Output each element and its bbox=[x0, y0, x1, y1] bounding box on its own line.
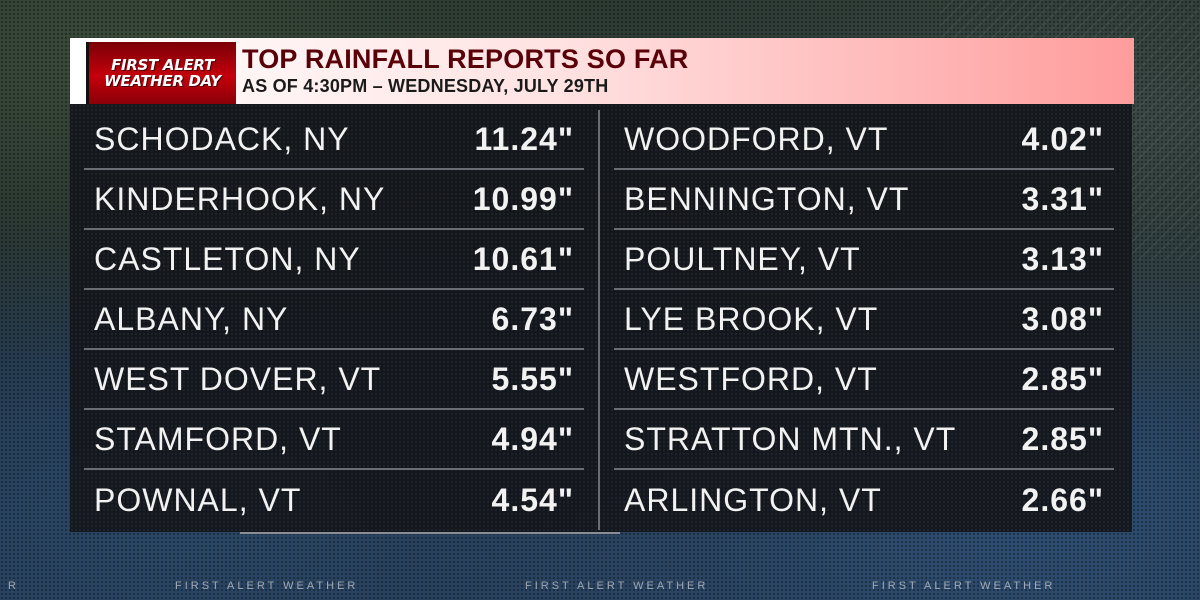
report-row: KINDERHOOK, NY 10.99" bbox=[84, 170, 584, 230]
ticker-item: R bbox=[8, 580, 19, 592]
report-amount: 2.85" bbox=[1021, 420, 1104, 457]
report-location: WEST DOVER, VT bbox=[94, 360, 382, 397]
report-amount: 3.13" bbox=[1021, 240, 1104, 277]
report-row: STRATTON MTN., VT 2.85" bbox=[614, 410, 1114, 470]
report-location: STAMFORD, VT bbox=[94, 420, 342, 457]
page-title: TOP RAINFALL REPORTS SO FAR bbox=[242, 44, 689, 74]
badge-line-weather-day: WEATHER DAY bbox=[104, 72, 221, 90]
report-row: BENNINGTON, VT 3.31" bbox=[614, 170, 1114, 230]
report-amount: 5.55" bbox=[491, 360, 574, 397]
report-amount: 4.02" bbox=[1021, 120, 1104, 157]
report-amount: 3.08" bbox=[1021, 300, 1104, 337]
report-row: WEST DOVER, VT 5.55" bbox=[84, 350, 584, 410]
report-amount: 3.31" bbox=[1021, 180, 1104, 217]
report-location: LYE BROOK, VT bbox=[624, 300, 879, 337]
report-row: STAMFORD, VT 4.94" bbox=[84, 410, 584, 470]
report-location: ALBANY, NY bbox=[94, 300, 289, 337]
report-row: POULTNEY, VT 3.13" bbox=[614, 230, 1114, 290]
report-row: LYE BROOK, VT 3.08" bbox=[614, 290, 1114, 350]
ticker-item: FIRST ALERT WEATHER bbox=[872, 580, 1056, 592]
ticker-item: FIRST ALERT WEATHER bbox=[525, 580, 709, 592]
report-location: ARLINGTON, VT bbox=[624, 481, 882, 518]
report-location: WOODFORD, VT bbox=[624, 120, 889, 157]
report-amount: 2.85" bbox=[1021, 360, 1104, 397]
report-amount: 10.61" bbox=[472, 240, 574, 277]
ticker-bar: R FIRST ALERT WEATHER FIRST ALERT WEATHE… bbox=[0, 580, 1200, 594]
report-location: SCHODACK, NY bbox=[94, 120, 350, 157]
report-row: SCHODACK, NY 11.24" bbox=[84, 110, 584, 170]
report-location: STRATTON MTN., VT bbox=[624, 420, 957, 457]
report-row: WOODFORD, VT 4.02" bbox=[614, 110, 1114, 170]
report-row: CASTLETON, NY 10.61" bbox=[84, 230, 584, 290]
report-location: POULTNEY, VT bbox=[624, 240, 861, 277]
graphic-header: FIRST ALERT WEATHER DAY TOP RAINFALL REP… bbox=[70, 38, 1134, 104]
bracket-icon bbox=[74, 44, 84, 100]
first-alert-badge: FIRST ALERT WEATHER DAY bbox=[86, 42, 236, 104]
page-subtitle: AS OF 4:30PM – WEDNESDAY, JULY 29TH bbox=[242, 76, 609, 96]
ticker-item: FIRST ALERT WEATHER bbox=[175, 580, 359, 592]
report-row: ALBANY, NY 6.73" bbox=[84, 290, 584, 350]
report-amount: 11.24" bbox=[474, 120, 574, 157]
report-location: BENNINGTON, VT bbox=[624, 180, 910, 217]
report-row: ARLINGTON, VT 2.66" bbox=[614, 470, 1114, 530]
report-location: POWNAL, VT bbox=[94, 481, 302, 518]
report-location: KINDERHOOK, NY bbox=[94, 180, 386, 217]
rainfall-list-right: WOODFORD, VT 4.02" BENNINGTON, VT 3.31" … bbox=[614, 110, 1114, 530]
report-location: WESTFORD, VT bbox=[624, 360, 878, 397]
report-amount: 4.94" bbox=[491, 420, 574, 457]
report-amount: 6.73" bbox=[491, 300, 574, 337]
rainfall-list-left: SCHODACK, NY 11.24" KINDERHOOK, NY 10.99… bbox=[84, 110, 584, 530]
report-amount: 10.99" bbox=[472, 180, 574, 217]
rainfall-panel bbox=[70, 104, 1132, 532]
column-divider bbox=[598, 110, 600, 530]
panel-bottom-line bbox=[240, 532, 620, 534]
badge-line-first-alert: FIRST ALERT bbox=[111, 56, 214, 74]
report-location: CASTLETON, NY bbox=[94, 240, 361, 277]
report-row: WESTFORD, VT 2.85" bbox=[614, 350, 1114, 410]
report-amount: 2.66" bbox=[1021, 481, 1104, 518]
report-row: POWNAL, VT 4.54" bbox=[84, 470, 584, 530]
report-amount: 4.54" bbox=[491, 481, 574, 518]
